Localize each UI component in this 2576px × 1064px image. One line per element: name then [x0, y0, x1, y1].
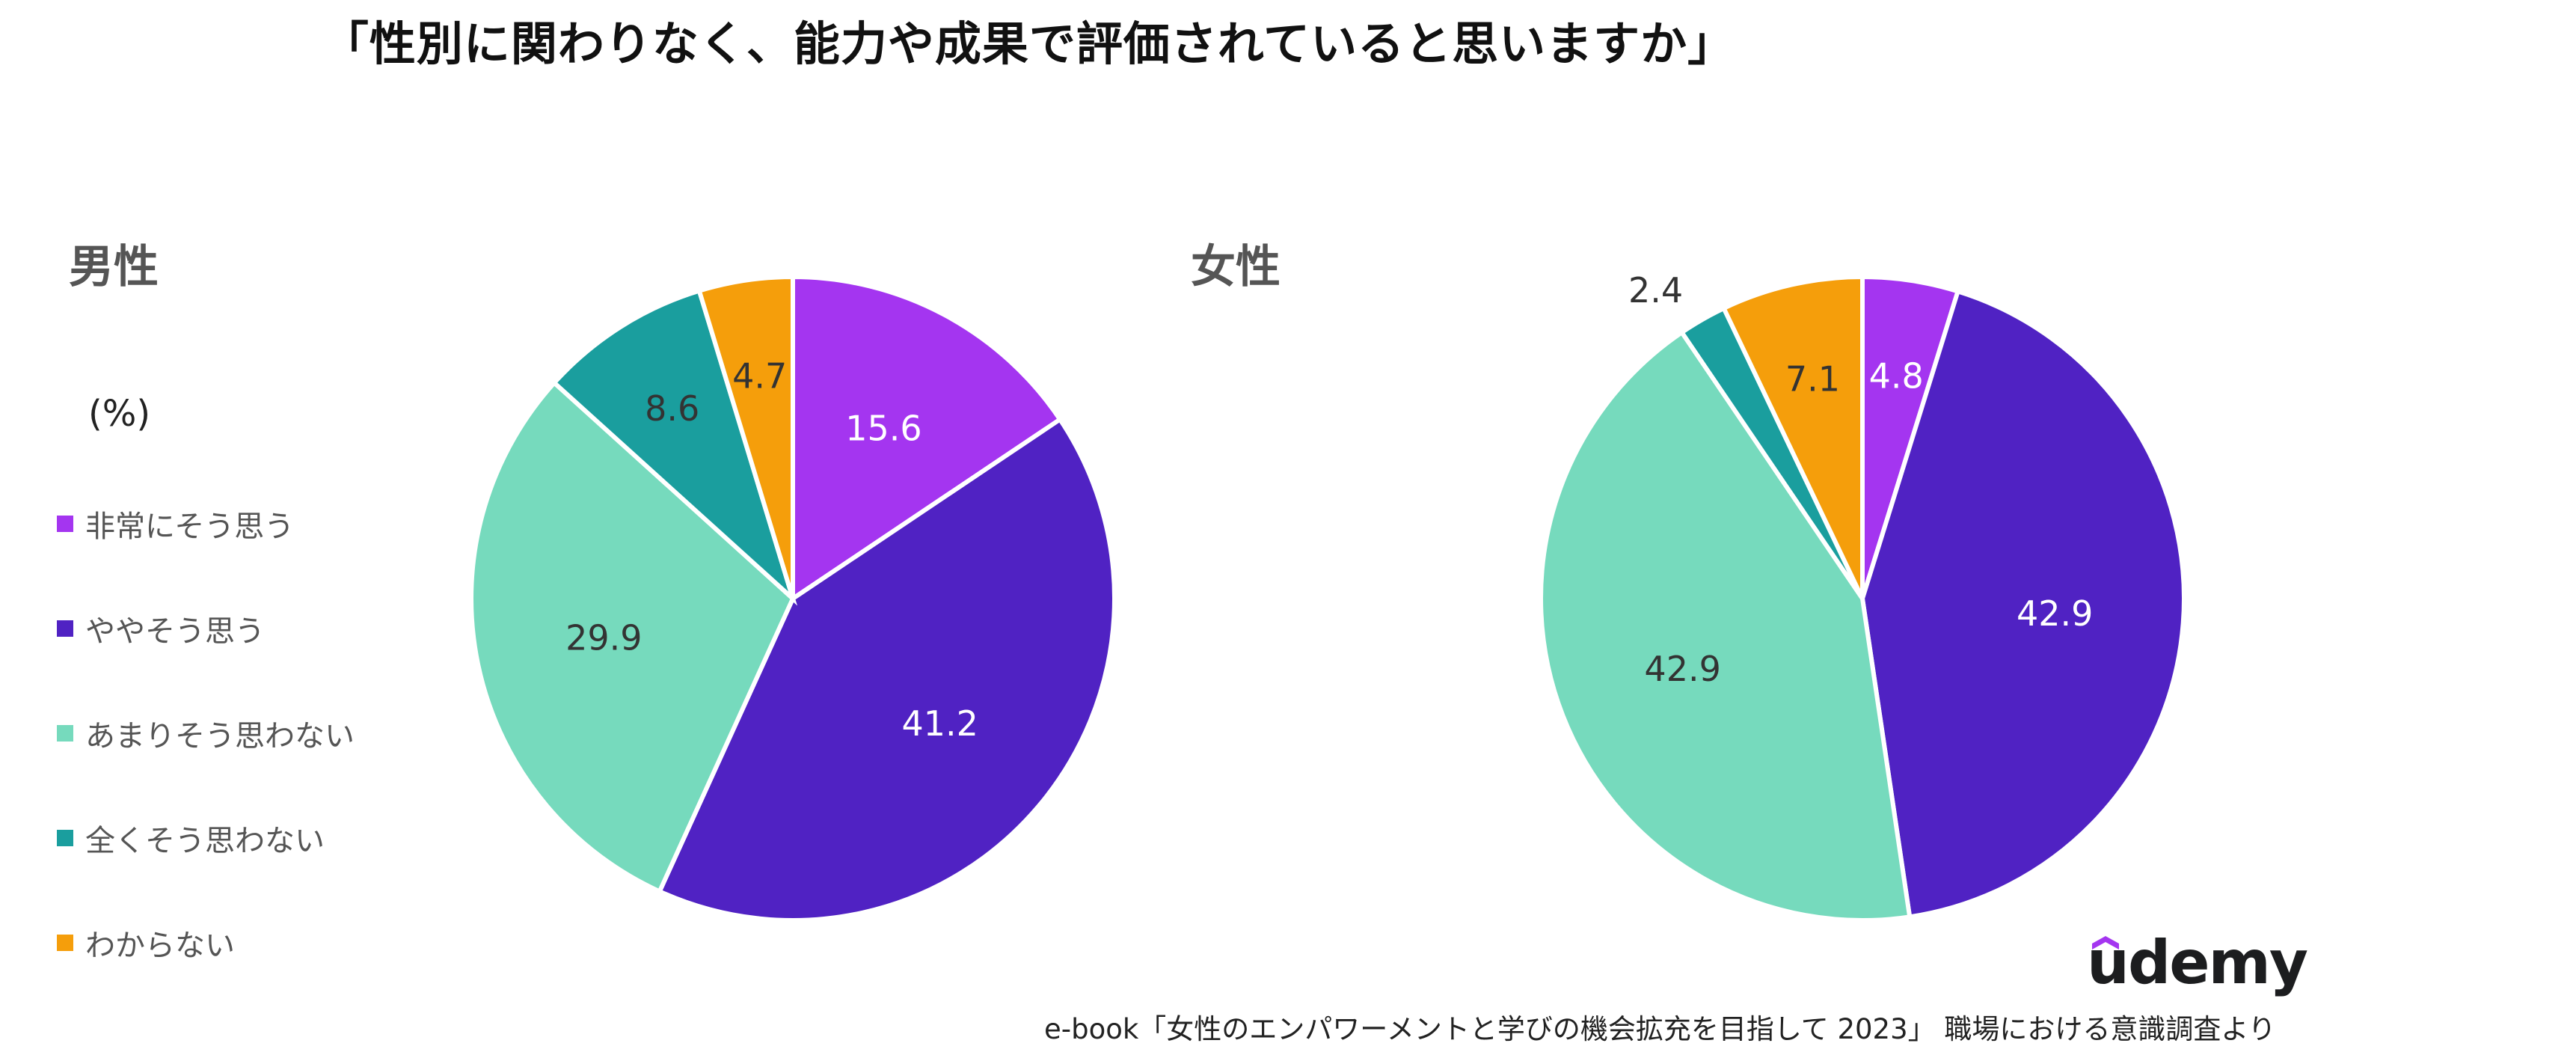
chart-title: 「性別に関わりなく、能力や成果で評価されていると思いますか」	[322, 16, 1735, 71]
pie-slice-male-2	[656, 416, 1117, 923]
legend-item: あまりそう思わない	[57, 711, 401, 756]
legend-item: ややそう思う	[57, 606, 401, 651]
pie-slice-male-4	[551, 287, 798, 606]
legend-label: わからない	[85, 929, 235, 963]
legend-swatch	[57, 516, 73, 532]
legend-swatch	[57, 620, 73, 637]
source-note: e-book「女性のエンパワーメントと学びの機会拡充を目指して 2023」 職場…	[1044, 1013, 2276, 1045]
pie-title-female: 女性	[1191, 241, 1281, 293]
pie-label-female-2: 42.9	[2017, 593, 2093, 634]
unit-label: (%)	[88, 393, 151, 435]
legend-item: 非常にそう思う	[57, 501, 401, 546]
legend-item: 全くそう思わない	[57, 816, 401, 860]
pie-label-male-5: 4.7	[732, 355, 787, 396]
pie-slice-female-3	[1539, 329, 1913, 923]
pie-slice-male-5	[696, 274, 795, 599]
legend-item: わからない	[57, 920, 401, 965]
udemy-logo-icon	[2092, 936, 2119, 950]
legend-swatch	[57, 725, 73, 742]
pie-label-female-1: 4.8	[1869, 355, 1924, 396]
legend-label: ややそう思う	[85, 614, 265, 649]
pie-label-male-1: 15.6	[845, 408, 921, 448]
pie-chart-male: 15.6 41.2 29.9 8.6 4.7	[469, 274, 1117, 923]
legend-label: あまりそう思わない	[85, 719, 355, 753]
legend-label: 全くそう思わない	[85, 824, 325, 858]
legend-swatch	[57, 830, 73, 846]
pie-slice-male-1	[791, 274, 1064, 603]
legend-label: 非常にそう思う	[85, 510, 295, 544]
udemy-logo: udemy	[2087, 928, 2308, 997]
pie-label-male-3: 29.9	[565, 617, 642, 658]
pie-label-female-4: 2.4	[1628, 270, 1683, 311]
pie-slice-female-2	[1859, 288, 2186, 920]
pie-slice-female-5	[1720, 274, 1865, 600]
pie-label-female-5: 7.1	[1785, 358, 1840, 399]
pie-label-male-2: 41.2	[901, 703, 978, 744]
legend-swatch	[57, 935, 73, 951]
pie-label-female-3: 42.9	[1644, 649, 1720, 689]
pie-title-male: 男性	[69, 241, 159, 293]
pie-slice-male-3	[469, 379, 796, 895]
pie-chart-female: 4.8 42.9 42.9 2.4 7.1	[1539, 270, 2186, 923]
pie-label-male-4: 8.6	[645, 388, 699, 429]
